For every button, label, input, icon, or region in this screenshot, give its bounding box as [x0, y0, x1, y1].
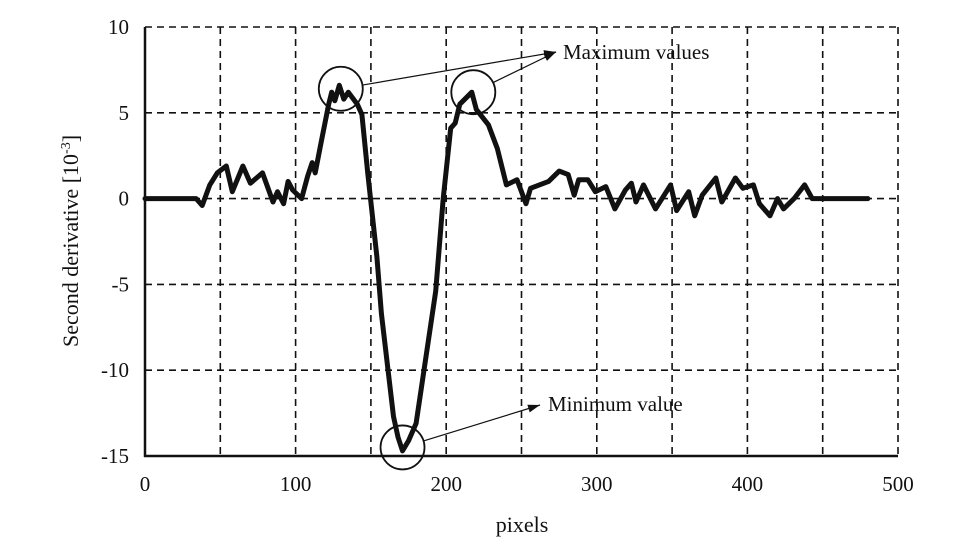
y-axis-title-main: Second derivative [10 — [58, 154, 83, 347]
y-tick-label: -15 — [101, 444, 129, 468]
y-tick-label: -5 — [112, 272, 130, 296]
annotation-leader-line — [423, 404, 541, 442]
axes — [143, 27, 898, 458]
annotation-circle — [317, 65, 364, 112]
data-line — [142, 82, 871, 454]
annotation-label: Minimum value — [548, 392, 683, 416]
y-axis-title-close: ] — [58, 135, 83, 142]
x-tick-label: 300 — [581, 472, 613, 496]
x-tick-label: 100 — [280, 472, 312, 496]
x-tick-label: 0 — [140, 472, 151, 496]
annotation-circle — [379, 424, 426, 471]
x-tick-label: 200 — [430, 472, 462, 496]
grid-lines — [145, 26, 899, 456]
annotation-label: Maximum values — [563, 40, 709, 64]
x-tick-label: 500 — [882, 472, 914, 496]
annotation-arrowhead — [543, 52, 556, 61]
y-axis-title: Second derivative [10-3] — [58, 135, 83, 347]
y-tick-label: 5 — [119, 101, 130, 125]
x-tick-label: 400 — [732, 472, 764, 496]
series-layer — [142, 82, 871, 454]
tick-labels: 0 100 200 300 400 500 10 5 0 -5 -10 -15 — [101, 15, 914, 496]
annotation-circle — [450, 69, 497, 116]
y-tick-label: -10 — [101, 358, 129, 382]
annotation-arrowhead — [527, 404, 540, 413]
y-tick-label: 10 — [108, 15, 129, 39]
x-axis-title: pixels — [496, 512, 549, 537]
y-tick-label: 0 — [119, 187, 130, 211]
annotation-leader-line — [362, 51, 557, 86]
y-axis-title-exponent: -3 — [59, 142, 74, 154]
annotations: Maximum values Minimum value — [317, 40, 709, 471]
